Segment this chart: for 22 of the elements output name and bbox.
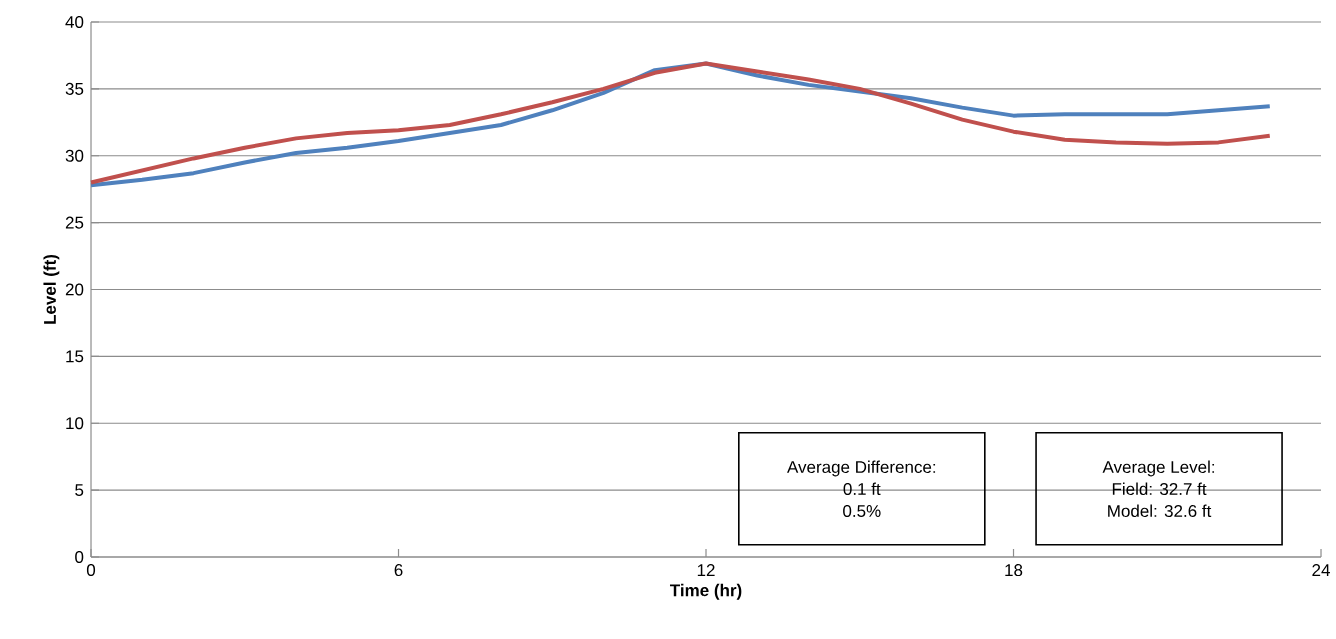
y-tick-label: 30 [65, 149, 84, 162]
y-tick-label: 40 [65, 16, 84, 29]
x-tick-label: 18 [1005, 564, 1023, 577]
x-tick-label: 12 [697, 564, 715, 576]
x-tick-label: 0 [86, 564, 96, 577]
y-tick-label: 20 [65, 283, 84, 296]
y-tick-label: 0 [75, 551, 84, 564]
annotation: Average Difference: [787, 460, 936, 477]
annotation: Field: 32.7 ft [1112, 482, 1207, 496]
x-tick-label: 24 [1312, 564, 1330, 576]
y-tick-label: 5 [75, 484, 84, 497]
annotation: Average Level: [1102, 460, 1215, 477]
x-axis-title: Time (hr) [669, 583, 742, 600]
y-tick-label: 25 [65, 216, 84, 229]
y-axis-title: Level (ft) [43, 254, 60, 324]
x-tick-label: 6 [394, 564, 403, 577]
annotation: 0.1 ft [843, 482, 881, 496]
annotation: 0.5% [843, 505, 881, 518]
y-tick-label: 15 [66, 350, 84, 363]
annotation: Model: 32.6 ft [1108, 504, 1212, 518]
y-tick-label: 35 [65, 82, 84, 95]
y-tick-label: 10 [66, 417, 84, 430]
